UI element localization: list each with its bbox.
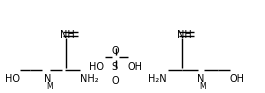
- Text: HO: HO: [89, 62, 104, 72]
- Text: S: S: [111, 62, 117, 72]
- Text: NH: NH: [60, 30, 75, 40]
- Text: N: N: [197, 74, 204, 84]
- Text: M: M: [46, 82, 53, 91]
- Text: O: O: [112, 46, 120, 56]
- Text: M: M: [199, 82, 206, 91]
- Text: OH: OH: [128, 62, 143, 72]
- Text: OH: OH: [230, 74, 245, 84]
- Text: H₂N: H₂N: [148, 74, 167, 84]
- Text: O: O: [112, 76, 120, 86]
- Text: N: N: [44, 74, 51, 84]
- Text: HO: HO: [5, 74, 20, 84]
- Text: NH₂: NH₂: [80, 74, 99, 84]
- Text: NH: NH: [177, 30, 192, 40]
